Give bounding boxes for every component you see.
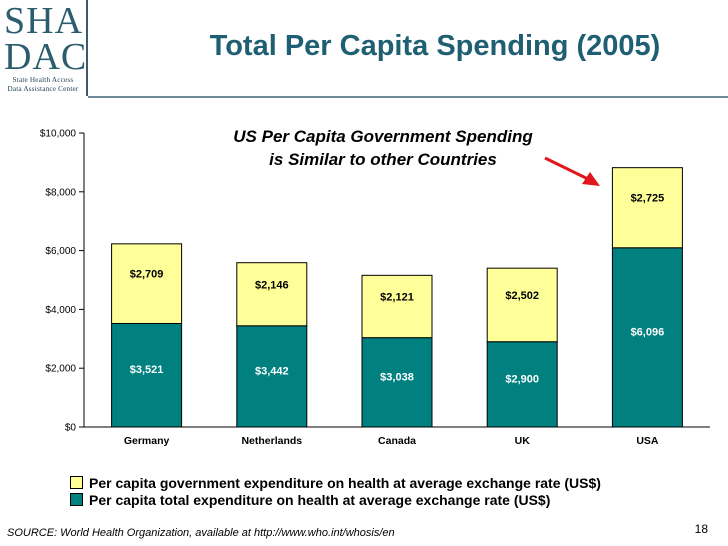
header-divider xyxy=(88,96,728,98)
logo-line-2: DAC xyxy=(4,36,88,78)
bar-value-label: $6,096 xyxy=(631,326,665,338)
source-note: SOURCE: World Health Organization, avail… xyxy=(7,527,395,539)
legend-item-total: Per capita total expenditure on health a… xyxy=(70,491,601,508)
x-tick-label: Germany xyxy=(124,435,170,447)
bar-value-label: $2,121 xyxy=(380,292,414,304)
bar-government-usa xyxy=(611,247,683,428)
x-tick-label: Canada xyxy=(378,435,416,447)
bar-value-label: $2,709 xyxy=(130,269,164,281)
bar-government-netherlands xyxy=(236,325,308,428)
chart-legend: Per capita government expenditure on hea… xyxy=(70,474,601,508)
bar-remainder-uk xyxy=(486,267,558,343)
x-tick-label: UK xyxy=(515,435,531,447)
bar-value-label: $3,442 xyxy=(255,365,289,377)
bar-value-label: $2,146 xyxy=(255,279,289,291)
logo-line-1: SHA xyxy=(4,0,84,42)
bar-government-uk xyxy=(486,341,558,428)
legend-label-2: Per capita total expenditure on health a… xyxy=(89,491,551,508)
bar-remainder-netherlands xyxy=(236,262,308,327)
bar-value-label: $2,502 xyxy=(505,290,539,302)
bar-government-canada xyxy=(361,337,433,428)
legend-swatch-yellow xyxy=(70,476,83,489)
legend-item-government: Per capita government expenditure on hea… xyxy=(70,474,601,491)
annotation-line-1: US Per Capita Government Spending xyxy=(233,127,533,146)
stacked-bar-chart: $0 $2,000 $4,000 $6,000 $8,000 $10,000 $3,521… xyxy=(40,127,710,447)
y-tick-label: $6,000 xyxy=(45,246,76,257)
bar-remainder-germany xyxy=(111,243,183,324)
legend-swatch-teal xyxy=(70,493,83,506)
y-tick-label: $2,000 xyxy=(45,364,76,375)
y-tick-label: $0 xyxy=(65,423,77,434)
bar-value-label: $3,038 xyxy=(380,371,414,383)
bar-value-label: $3,521 xyxy=(130,364,164,376)
page-number: 18 xyxy=(694,522,708,536)
bar-remainder-usa xyxy=(611,167,683,249)
bar-value-label: $2,900 xyxy=(505,373,539,385)
y-tick-label: $4,000 xyxy=(45,305,76,316)
bar-remainder-canada xyxy=(361,274,433,339)
y-tick-label: $8,000 xyxy=(45,187,76,198)
slide-title: Total Per Capita Spending (2005) xyxy=(209,30,661,62)
bar-value-label: $2,725 xyxy=(631,193,665,205)
logo-subtitle-2: Data Assistance Center xyxy=(7,85,79,93)
annotation-line-2: is Similar to other Countries xyxy=(269,150,497,169)
y-tick-label: $10,000 xyxy=(40,129,77,140)
x-tick-label: USA xyxy=(636,435,659,447)
annotation-arrow xyxy=(544,156,600,186)
bar-government-germany xyxy=(111,322,183,428)
logo-subtitle-1: State Health Access xyxy=(12,76,74,84)
x-tick-label: Netherlands xyxy=(241,435,302,447)
shadac-logo: SHA DAC State Health Access Data Assista… xyxy=(0,0,88,96)
legend-label-1: Per capita government expenditure on hea… xyxy=(89,474,601,491)
